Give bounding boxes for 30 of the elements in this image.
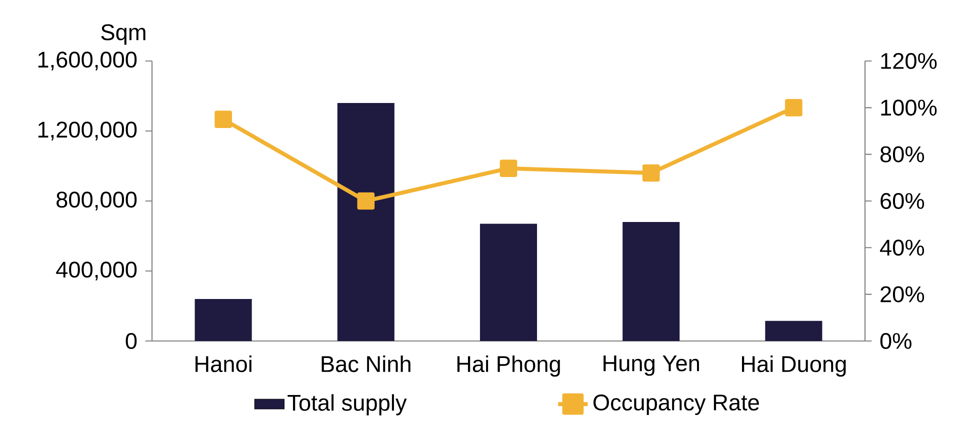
x-tick-label: Hung Yen bbox=[604, 355, 699, 376]
x-tick-label: Hanoi bbox=[196, 355, 252, 372]
x-tick-label: Bac Ninh bbox=[322, 355, 410, 372]
y2-tick-label: 100% bbox=[881, 100, 937, 116]
y2-tick-label: 80% bbox=[880, 146, 924, 162]
x-tick-label: Hai Phong bbox=[457, 355, 560, 377]
point bbox=[214, 110, 232, 128]
y-tick-label: 1,200,000 bbox=[38, 122, 137, 140]
bar bbox=[337, 102, 394, 341]
bar bbox=[194, 298, 252, 341]
bar bbox=[765, 320, 822, 341]
y-axis-title: Sqm bbox=[101, 24, 146, 45]
x-tick-label: Hai Duong bbox=[742, 355, 846, 377]
legend-label: Occupancy Rate bbox=[593, 394, 759, 416]
y2-tick-label: 40% bbox=[880, 240, 924, 256]
legend-label: Total supply bbox=[288, 394, 407, 416]
point bbox=[500, 160, 518, 177]
bar bbox=[622, 222, 680, 341]
y2-tick-label: 60% bbox=[880, 192, 924, 210]
y-tick-label: 1,600,000 bbox=[38, 52, 137, 70]
y2-tick-label: 120% bbox=[881, 52, 937, 70]
point bbox=[357, 192, 375, 210]
y-tick-label: 400,000 bbox=[56, 262, 137, 280]
bar bbox=[480, 224, 538, 341]
y2-tick-label: 20% bbox=[880, 286, 924, 302]
point bbox=[785, 98, 802, 116]
y-tick-label: 0 bbox=[126, 332, 137, 350]
y-tick-label: 800,000 bbox=[56, 192, 137, 210]
y2-tick-label: 0% bbox=[880, 332, 912, 350]
point bbox=[642, 164, 660, 182]
